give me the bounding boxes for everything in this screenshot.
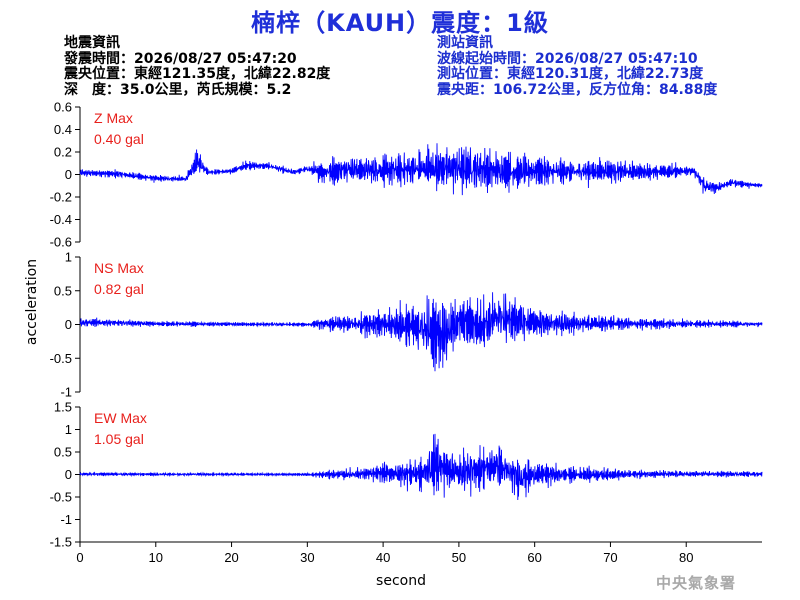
y-axis-label: acceleration (24, 259, 40, 345)
y-tick-label: 0.5 (54, 283, 72, 298)
x-tick-label: 10 (149, 550, 163, 565)
cwa-watermark: 中央氣象署 (656, 574, 737, 592)
station-location: 測站位置：東經120.31度，北緯22.73度 (437, 66, 704, 82)
x-axis-label: second (376, 573, 426, 589)
y-tick-label: 0.2 (54, 145, 72, 160)
max-component-label: Z Max (94, 110, 133, 126)
x-tick-label: 30 (300, 550, 314, 565)
y-tick-label: 0 (65, 467, 72, 482)
y-tick-label: 1 (65, 250, 72, 265)
panel-ns: -1 -0.5 0 0.5 1 NS Max 0.82 gal (50, 250, 763, 400)
depth-magnitude: 深 度：35.0公里，芮氏規模：5.2 (64, 81, 292, 98)
y-tick-label: 0.4 (54, 122, 72, 137)
y-tick-label: 0 (65, 167, 72, 182)
y-tick-label: 0 (65, 317, 72, 332)
station-info: 測站資訊 波線起始時間：2026/08/27 05:47:10 測站位置：東經1… (437, 35, 718, 98)
max-component-label: EW Max (94, 410, 147, 426)
wave-start-time: 波線起始時間：2026/08/27 05:47:10 (437, 50, 698, 67)
y-tick-label: 0.5 (54, 445, 72, 460)
origin-time: 發震時間：2026/08/27 05:47:20 (64, 50, 297, 67)
y-tick-label: -1.5 (50, 535, 72, 550)
y-tick-label: -0.4 (50, 212, 72, 227)
waveform-trace-ew (79, 433, 763, 501)
x-tick-label: 20 (224, 550, 238, 565)
max-component-label: NS Max (94, 260, 144, 276)
x-tick-label: 0 (76, 550, 83, 565)
station-info-heading: 測站資訊 (437, 35, 493, 51)
y-tick-label: -0.2 (50, 190, 72, 205)
x-tick-label: 60 (527, 550, 541, 565)
max-value-label: 1.05 gal (94, 431, 144, 447)
y-tick-label: -0.5 (50, 490, 72, 505)
earthquake-info: 地震資訊 發震時間：2026/08/27 05:47:20 震央位置：東經121… (64, 35, 331, 98)
x-tick-label: 50 (452, 550, 466, 565)
earthquake-info-heading: 地震資訊 (64, 35, 120, 51)
waveform-trace-z (79, 143, 763, 196)
panel-z: -0.6 -0.4 -0.2 0 0.2 0.4 0.6 Z Max 0.40 gal (50, 100, 763, 250)
y-tick-label: 0.6 (54, 100, 72, 115)
chart-title: 楠梓（KAUH）震度：1級 (251, 9, 549, 37)
waveform-trace-ns (79, 292, 763, 372)
epicenter-location: 震央位置：東經121.35度，北緯22.82度 (64, 66, 331, 82)
y-tick-label: 1 (65, 422, 72, 437)
x-tick-label: 40 (376, 550, 390, 565)
max-value-label: 0.82 gal (94, 281, 144, 297)
x-tick-label: 80 (679, 550, 693, 565)
y-tick-label: -0.6 (50, 235, 72, 250)
y-tick-label: -0.5 (50, 351, 72, 366)
epicentral-distance: 震央距：106.72公里，反方位角：84.88度 (437, 81, 718, 98)
y-tick-label: -1 (60, 385, 72, 400)
x-tick-label: 70 (603, 550, 617, 565)
y-tick-label: -1 (60, 512, 72, 527)
panel-ew: -1.5 -1 -0.5 0 0.5 1 1.5 EW Max 1.05 gal (50, 400, 763, 550)
y-tick-label: 1.5 (54, 400, 72, 415)
max-value-label: 0.40 gal (94, 131, 144, 147)
